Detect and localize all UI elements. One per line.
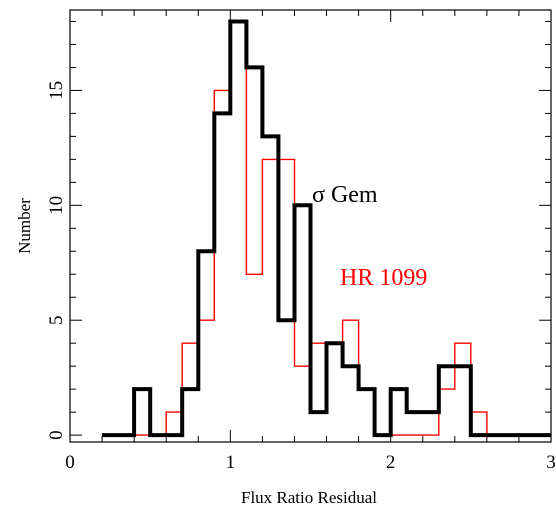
x-tick-label: 1: [226, 452, 236, 473]
legend-hr-1099: HR 1099: [340, 265, 427, 291]
y-axis-label: Number: [15, 198, 34, 254]
x-tick-label: 2: [386, 452, 396, 473]
series-layer: [102, 19, 551, 438]
x-tick-label: 0: [65, 452, 75, 473]
y-tick-label: 15: [46, 81, 67, 100]
y-tick-label: 0: [46, 430, 67, 440]
legend-sigma-gem: σ Gem: [312, 182, 378, 208]
y-tick-label: 5: [46, 315, 67, 325]
x-tick-label: 3: [546, 452, 556, 473]
series-sigma-gem-histogram: [102, 19, 551, 438]
plot-border: [69, 9, 552, 443]
plot-frame: [69, 9, 552, 443]
x-axis-label: Flux Ratio Residual: [241, 488, 377, 507]
y-tick-label: 10: [46, 196, 67, 215]
tick-labels: 0 1 2 3 0 5 10 15: [46, 81, 556, 473]
